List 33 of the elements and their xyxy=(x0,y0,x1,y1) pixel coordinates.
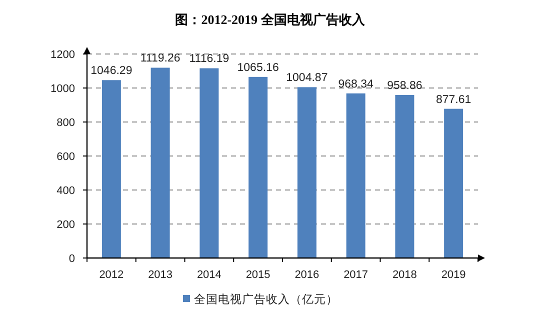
bar xyxy=(200,68,219,258)
bar xyxy=(346,93,366,258)
x-tick-label: 2017 xyxy=(344,269,368,281)
x-tick-label: 2019 xyxy=(441,269,466,281)
bar xyxy=(444,108,464,258)
data-label: 1116.19 xyxy=(189,53,230,66)
data-label: 1046.29 xyxy=(90,65,132,78)
x-tick-label: 2018 xyxy=(392,269,417,281)
bar xyxy=(297,87,316,258)
x-tick-label: 2014 xyxy=(196,269,222,281)
data-label: 877.61 xyxy=(436,94,472,106)
y-tick-label: 400 xyxy=(56,185,75,197)
data-label: 1065.16 xyxy=(237,62,279,74)
y-tick-label: 600 xyxy=(56,151,75,163)
bar xyxy=(248,76,268,258)
y-tick-label: 1200 xyxy=(50,49,75,61)
data-label: 958.86 xyxy=(387,80,422,92)
legend-label: 全国电视广告收入（亿元） xyxy=(194,292,338,306)
data-label: 1004.87 xyxy=(286,72,328,84)
data-label: 968.34 xyxy=(338,78,374,90)
y-tick-label: 200 xyxy=(56,219,75,231)
bar xyxy=(102,80,121,258)
y-tick-label: 0 xyxy=(68,253,75,265)
x-tick-label: 2015 xyxy=(246,269,270,281)
bar xyxy=(395,94,414,258)
chart-title: 图：2012-2019 全国电视广告收入 xyxy=(175,12,366,27)
x-tick-label: 2013 xyxy=(148,269,173,281)
x-tick-label: 2012 xyxy=(99,269,124,281)
y-tick-label: 800 xyxy=(56,117,75,129)
data-label: 1119.26 xyxy=(140,52,180,65)
bar xyxy=(150,68,170,258)
x-tick-label: 2016 xyxy=(294,269,320,281)
y-tick-label: 1000 xyxy=(50,83,75,95)
